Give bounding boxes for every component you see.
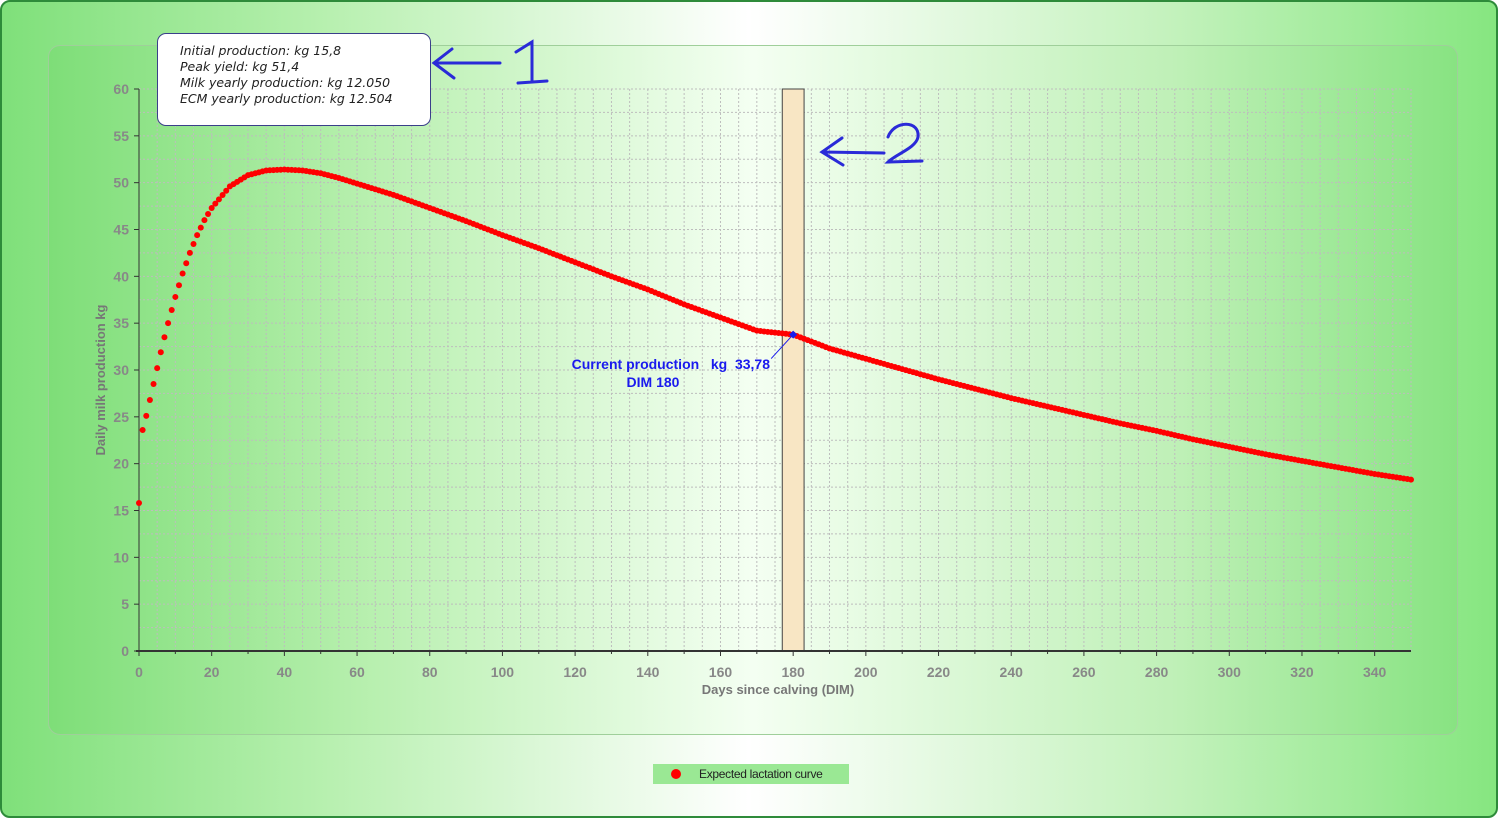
data-point [186,249,193,256]
data-point [183,260,190,267]
data-point [219,192,226,199]
data-point [194,232,201,239]
data-point [179,270,186,277]
x-tick-label: 180 [781,664,805,680]
data-point [1408,476,1414,483]
callout-number-1-icon [514,39,549,85]
data-point [139,426,146,433]
x-tick-label: 120 [563,664,587,680]
y-tick-label: 45 [113,222,129,238]
y-tick-label: 35 [113,315,129,331]
arrow-2-icon [819,136,886,167]
x-tick-label: 280 [1145,664,1169,680]
data-point [146,396,153,403]
data-point [157,349,164,356]
y-tick-label: 20 [113,456,129,472]
summary-initial-production: Initial production: kg 15,8 [180,43,342,58]
y-tick-label: 15 [113,503,129,519]
axes: 0 20 40 60 80 100 120 140 160 180 200 220 240 260 280 3… [113,81,1411,680]
x-tick-label: 160 [709,664,733,680]
legend-label: Expected lactation curve [699,767,823,781]
x-tick-label: 20 [204,664,220,680]
y-axis-title: Daily milk production kg [93,304,108,455]
data-point [154,365,161,372]
lactation-summary-box: Initial production: kg 15,8 Peak yield: … [157,33,431,126]
y-tick-label: 30 [113,362,129,378]
callout-number-2-icon [884,122,924,164]
grid [138,88,1412,652]
data-point [223,187,230,194]
x-tick-label: 40 [277,664,293,680]
x-tick-label: 80 [422,664,438,680]
summary-ecm-yearly-production: ECM yearly production: kg 12.504 [180,91,393,106]
x-tick-label: 0 [135,664,143,680]
data-point [172,293,179,300]
annotation-dim: DIM 180 [627,374,680,390]
y-tick-label: 55 [113,128,129,144]
x-tick-label: 140 [636,664,660,680]
data-point [136,500,142,507]
data-point [150,381,157,388]
x-tick-label: 340 [1363,664,1387,680]
x-axis-title: Days since calving (DIM) [702,682,854,697]
annotation-leader-line [770,334,794,359]
y-tick-label: 40 [113,268,129,284]
x-tick-label: 300 [1218,664,1242,680]
y-tick-label: 10 [113,549,129,565]
data-point [215,196,222,203]
legend-marker-icon [671,769,681,779]
current-production-annotation: Current production kg 33,78 DIM 180 [572,330,798,390]
y-tick-label: 60 [113,81,129,97]
x-tick-label: 100 [491,664,515,680]
data-point [205,211,212,218]
y-tick-label: 25 [113,409,129,425]
data-point [175,282,182,289]
series-expected-lactation-curve [136,166,1414,507]
data-point [197,224,204,231]
x-tick-label: 240 [1000,664,1024,680]
arrow-1-icon [431,47,502,80]
data-point [208,204,215,211]
callout-arrow-2 [819,122,924,167]
callout-arrow-1 [431,39,549,85]
y-tick-label: 5 [121,596,129,612]
summary-milk-yearly-production: Milk yearly production: kg 12.050 [180,75,391,90]
data-point [168,307,175,314]
y-tick-label: 50 [113,175,129,191]
data-point [143,412,150,419]
data-point [165,320,172,327]
chart-legend: Expected lactation curve [653,764,849,784]
y-tick-label: 0 [121,643,129,659]
data-point [161,334,168,341]
x-tick-label: 60 [349,664,365,680]
data-point [190,241,197,248]
x-tick-label: 220 [927,664,951,680]
x-tick-label: 320 [1290,664,1314,680]
current-production-marker [789,330,798,339]
data-point [212,200,219,207]
plot-panel [48,45,1458,735]
summary-peak-yield: Peak yield: kg 51,4 [180,59,300,74]
data-point [201,217,208,224]
x-tick-label: 260 [1072,664,1096,680]
highlight-band-dim-180 [781,88,805,652]
x-tick-label: 200 [854,664,878,680]
annotation-current-production: Current production kg 33,78 [572,356,771,372]
